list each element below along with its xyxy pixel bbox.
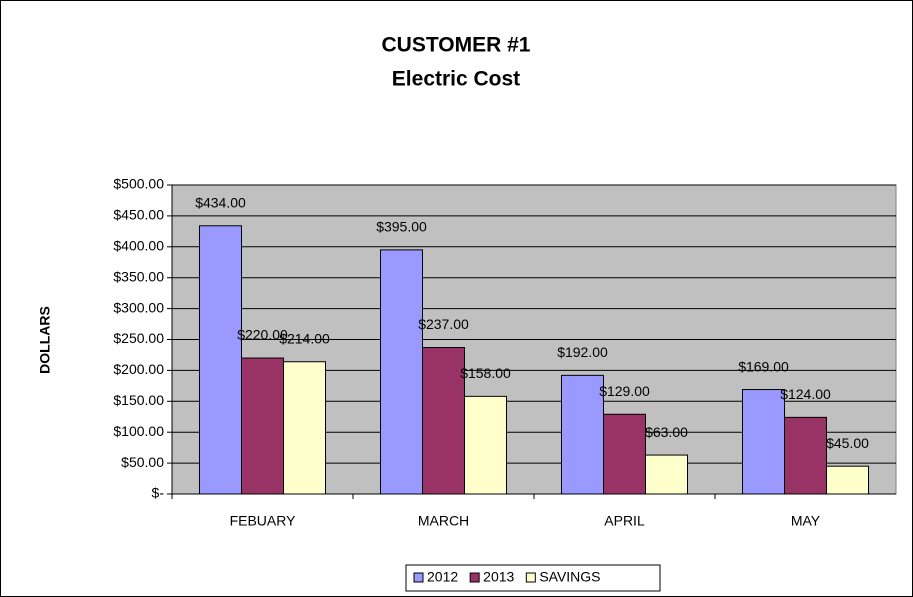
- bar: [199, 225, 242, 495]
- x-tick-label: FEBUARY: [230, 513, 297, 529]
- data-label: $158.00: [460, 365, 511, 381]
- bar: [561, 374, 604, 495]
- y-tick-label: $300.00: [113, 299, 164, 315]
- data-label: $45.00: [826, 435, 869, 451]
- legend-swatch: [413, 572, 424, 583]
- chart-subtitle: Electric Cost: [392, 68, 520, 91]
- data-label: $395.00: [376, 219, 427, 235]
- x-tick-label: MAY: [791, 513, 821, 529]
- data-label: $192.00: [557, 344, 608, 360]
- y-tick-label: $250.00: [113, 330, 164, 346]
- bar: [742, 389, 785, 495]
- y-tick-label: $450.00: [113, 207, 164, 223]
- legend-swatch: [469, 572, 480, 583]
- data-label: $237.00: [418, 316, 469, 332]
- bar: [645, 454, 688, 495]
- data-label: $434.00: [195, 194, 246, 210]
- legend-label: SAVINGS: [539, 569, 600, 585]
- x-tick-label: APRIL: [604, 513, 645, 529]
- bar: [283, 361, 326, 495]
- y-axis-label: DOLLARS: [37, 306, 53, 374]
- data-label: $169.00: [738, 358, 789, 374]
- data-label: $214.00: [279, 330, 330, 346]
- y-tick-label: $50.00: [121, 454, 164, 470]
- legend-swatch: [525, 572, 536, 583]
- data-label: $220.00: [237, 327, 288, 343]
- chart-title: CUSTOMER #1: [382, 34, 531, 57]
- y-tick-label: $400.00: [113, 238, 164, 254]
- bar: [422, 347, 465, 495]
- y-tick-label: $100.00: [113, 423, 164, 439]
- y-tick-label: $-: [152, 485, 165, 501]
- data-label: $129.00: [599, 383, 650, 399]
- y-tick-label: $350.00: [113, 268, 164, 284]
- bar: [241, 357, 284, 495]
- legend-label: 2012: [427, 569, 458, 585]
- x-tick-label: MARCH: [418, 513, 469, 529]
- bar: [826, 465, 869, 495]
- bar: [464, 395, 507, 495]
- legend-label: 2013: [483, 569, 514, 585]
- bar: [380, 249, 423, 495]
- data-label: $63.00: [645, 424, 688, 440]
- bar: [603, 413, 646, 495]
- bar: [784, 416, 827, 495]
- y-tick-label: $200.00: [113, 361, 164, 377]
- y-tick-label: $150.00: [113, 392, 164, 408]
- data-label: $124.00: [780, 386, 831, 402]
- y-tick-label: $500.00: [113, 176, 164, 192]
